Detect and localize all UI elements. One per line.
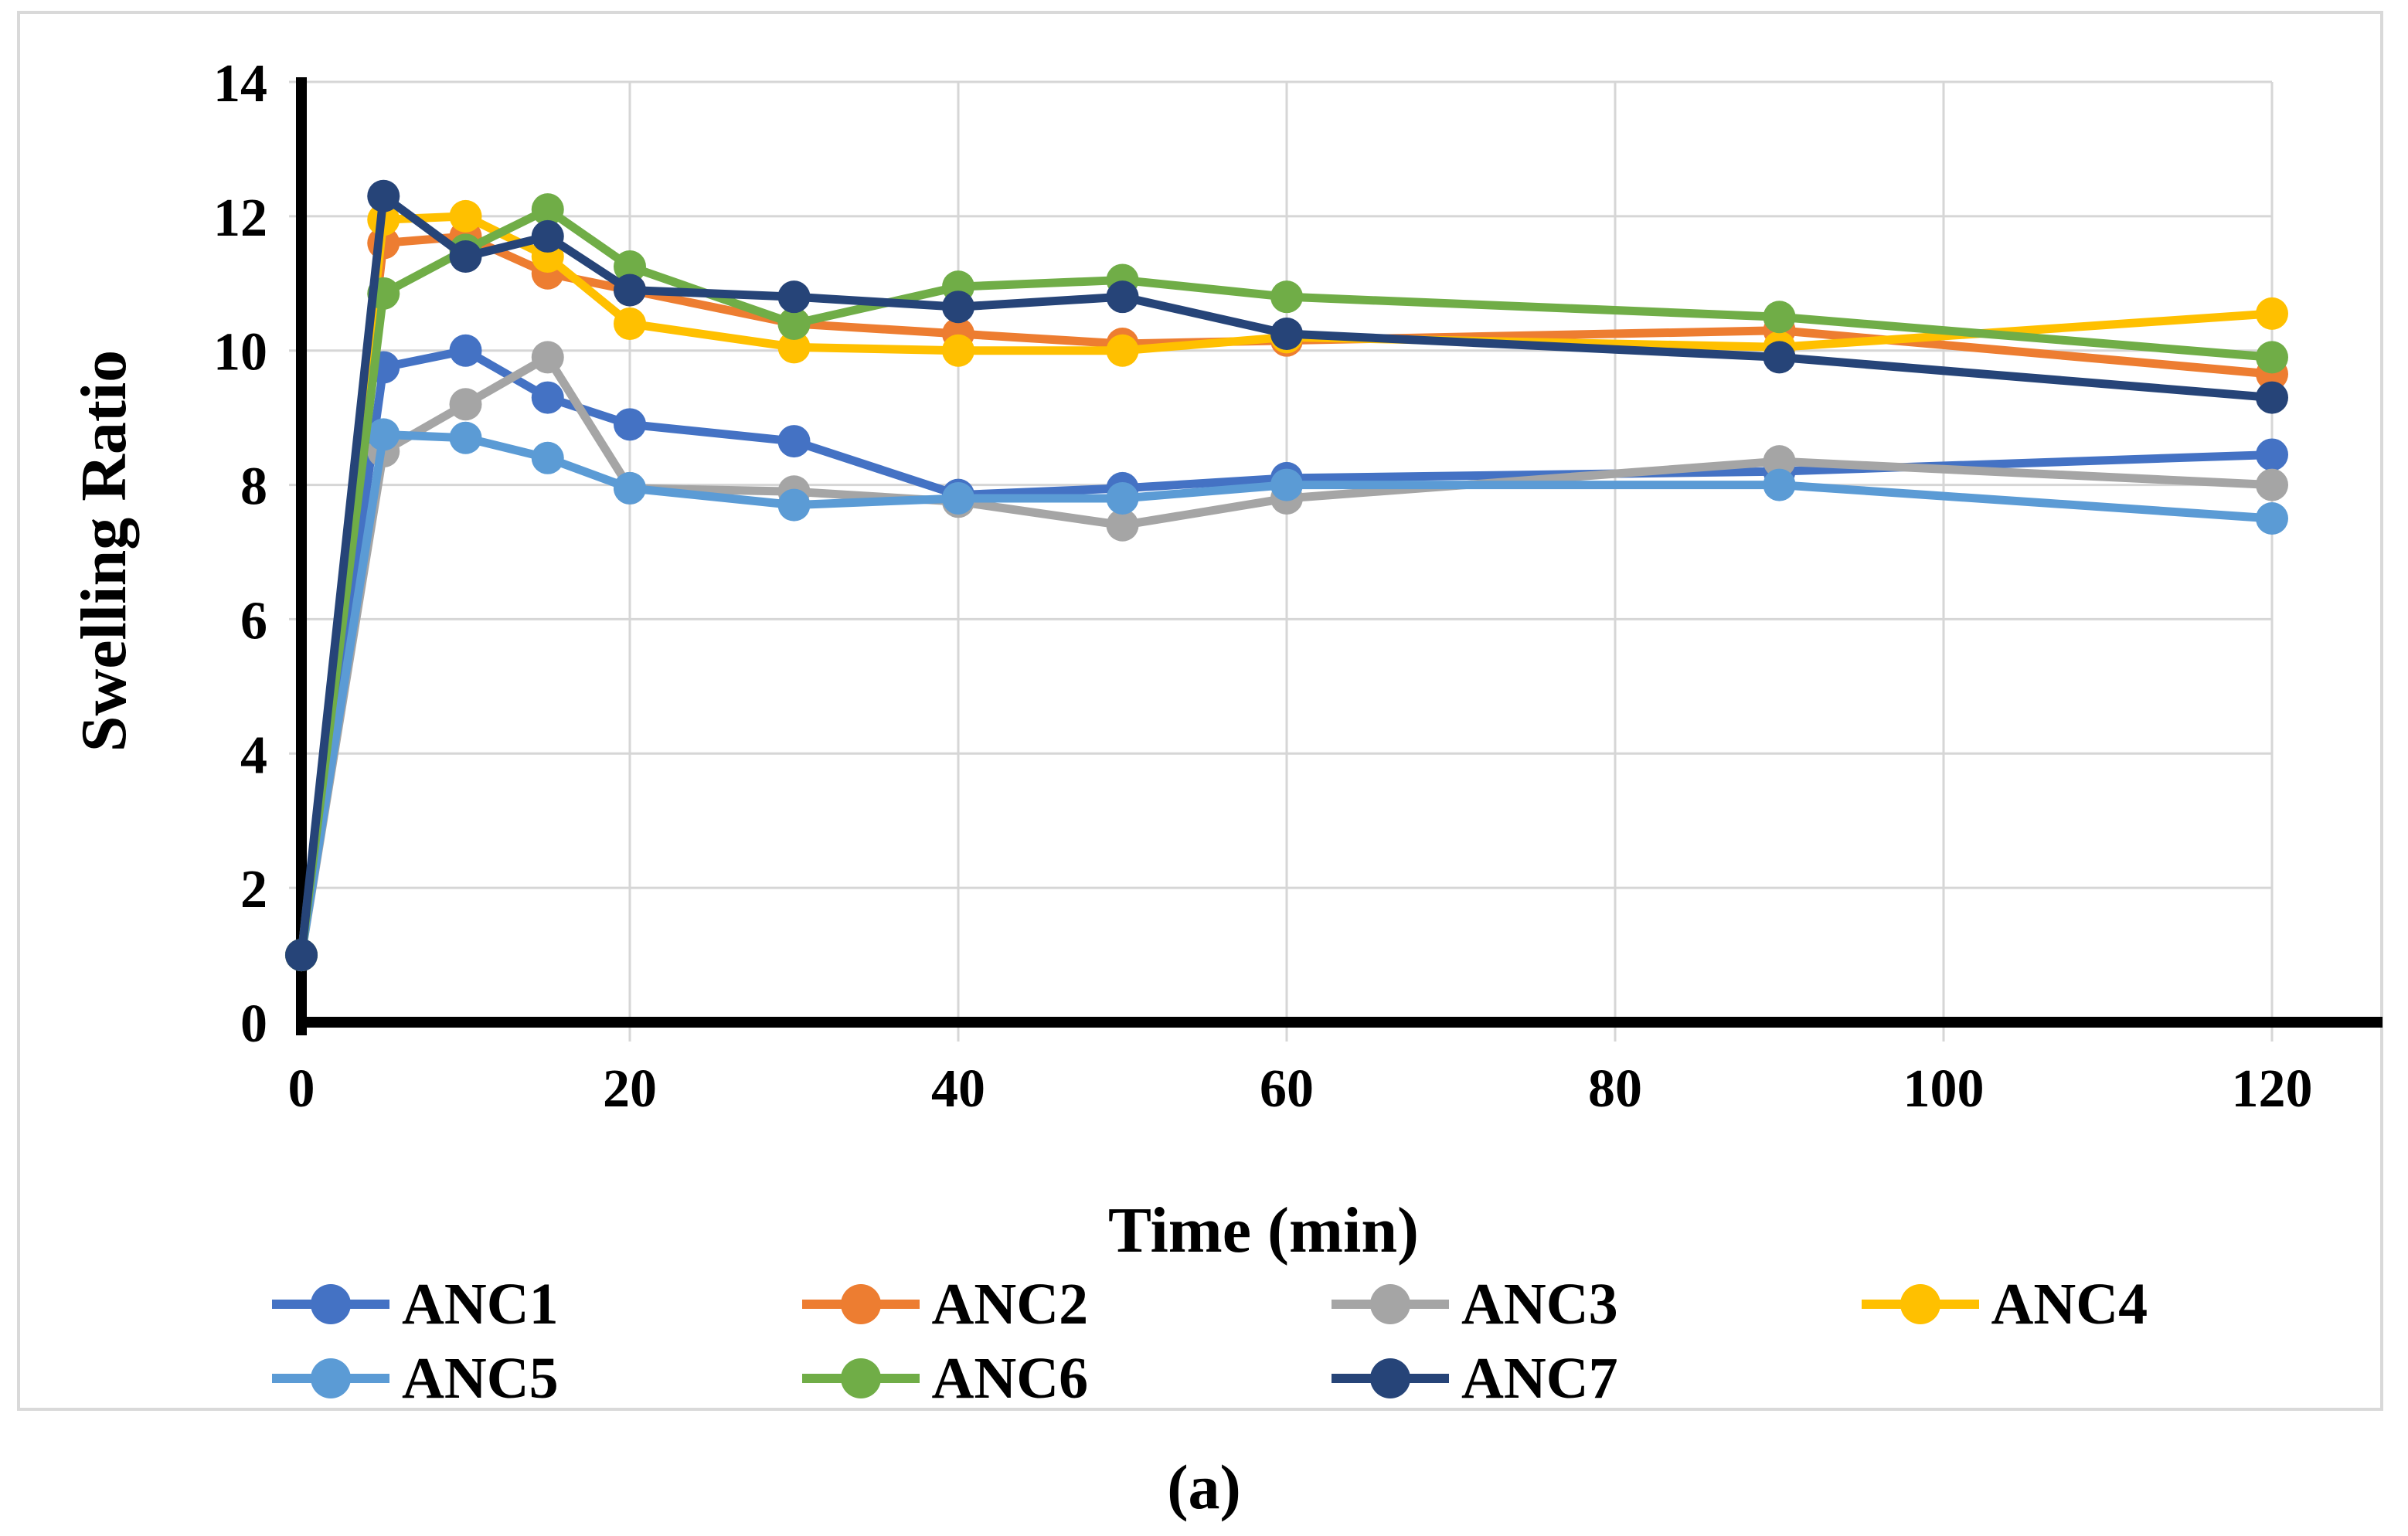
y-tick-label: 8 (240, 457, 267, 517)
marker-anc6 (2256, 341, 2288, 374)
legend-marker-anc2 (801, 1284, 920, 1324)
marker-anc1 (449, 334, 482, 367)
legend-item-anc3: ANC3 (1332, 1269, 1862, 1340)
y-axis-title: Swelling Ratio (68, 350, 140, 752)
legend-marker-anc1 (272, 1284, 389, 1324)
legend-item-anc4: ANC4 (1861, 1269, 2392, 1340)
marker-anc6 (531, 193, 564, 226)
marker-anc7 (614, 274, 646, 307)
figure-caption: (a) (1167, 1452, 1241, 1522)
marker-anc7 (942, 291, 974, 324)
x-tick-label: 120 (2232, 1059, 2313, 1119)
marker-anc4 (777, 331, 811, 364)
marker-anc3 (2256, 468, 2288, 501)
marker-anc4 (614, 307, 646, 340)
legend-dot (311, 1358, 351, 1398)
marker-anc6 (1270, 280, 1303, 314)
marker-anc5 (1106, 481, 1139, 515)
y-tick-label: 4 (240, 726, 267, 785)
marker-anc4 (2256, 297, 2288, 330)
series-anc7 (285, 179, 2288, 972)
marker-anc5 (1763, 468, 1796, 501)
marker-anc1 (777, 425, 811, 458)
marker-anc4 (449, 199, 482, 233)
y-tick-label: 14 (213, 54, 267, 114)
marker-anc5 (614, 471, 646, 505)
legend-label-anc6: ANC6 (931, 1346, 1089, 1411)
marker-anc3 (1763, 445, 1796, 478)
x-tick-label: 60 (1260, 1059, 1314, 1119)
legend: ANC1 ANC2 ANC3 ANC4 ANC5 ANC6 ANC7 (272, 1269, 2391, 1414)
legend-label-anc2: ANC2 (931, 1272, 1089, 1337)
legend-label-anc1: ANC1 (402, 1272, 559, 1337)
marker-anc7 (285, 939, 318, 972)
legend-label-anc4: ANC4 (1991, 1272, 2148, 1337)
marker-anc6 (1763, 301, 1796, 334)
marker-anc6 (614, 250, 646, 284)
marker-anc5 (531, 441, 564, 474)
marker-anc7 (1763, 341, 1796, 374)
marker-anc5 (942, 481, 974, 515)
marker-anc7 (1106, 280, 1139, 314)
marker-anc7 (777, 280, 811, 314)
legend-marker-anc4 (1861, 1284, 1979, 1324)
legend-item-anc5: ANC5 (272, 1343, 802, 1414)
marker-anc1 (2256, 438, 2288, 471)
y-tick-label: 6 (240, 591, 267, 651)
series (285, 179, 2288, 972)
y-tick-label: 2 (240, 860, 267, 919)
marker-anc7 (1270, 317, 1303, 350)
legend-item-anc2: ANC2 (801, 1269, 1332, 1340)
tick-labels: 0 2 4 6 8 10 12 14 0 20 40 60 80 100 120 (213, 54, 2313, 1119)
marker-anc5 (367, 418, 400, 451)
legend-item-anc7: ANC7 (1332, 1343, 1862, 1414)
legend-dot (311, 1284, 351, 1324)
axes (296, 77, 2382, 1035)
legend-marker-anc6 (801, 1358, 920, 1398)
y-axis-line (296, 77, 307, 1035)
marker-anc5 (449, 421, 482, 454)
x-tick-label: 0 (288, 1059, 315, 1119)
legend-dot (840, 1284, 881, 1324)
legend-dot (1900, 1284, 1940, 1324)
marker-anc4 (1106, 334, 1139, 367)
legend-dot (840, 1358, 881, 1398)
x-tick-label: 40 (931, 1059, 985, 1119)
y-tick-label: 12 (213, 189, 267, 248)
marker-anc6 (777, 307, 811, 340)
legend-marker-anc7 (1332, 1358, 1449, 1398)
legend-label-anc5: ANC5 (402, 1346, 559, 1411)
x-axis-title: Time (min) (1108, 1194, 1419, 1266)
marker-anc7 (2256, 381, 2288, 414)
legend-item-anc6: ANC6 (801, 1343, 1332, 1414)
legend-dot (1370, 1358, 1410, 1398)
x-tick-label: 100 (1903, 1059, 1985, 1119)
marker-anc4 (942, 334, 974, 367)
y-tick-label: 0 (240, 994, 267, 1054)
legend-label-anc3: ANC3 (1461, 1272, 1618, 1337)
legend-item-anc1: ANC1 (272, 1269, 802, 1340)
y-tick-label: 10 (213, 323, 267, 382)
legend-label-anc7: ANC7 (1461, 1346, 1618, 1411)
marker-anc7 (531, 219, 564, 253)
marker-anc3 (1106, 508, 1139, 542)
legend-marker-anc5 (272, 1358, 389, 1398)
legend-marker-anc3 (1332, 1284, 1449, 1324)
legend-dot (1370, 1284, 1410, 1324)
marker-anc5 (1270, 468, 1303, 501)
x-tick-label: 20 (603, 1059, 657, 1119)
marker-anc1 (614, 408, 646, 441)
marker-anc5 (777, 488, 811, 522)
marker-anc1 (531, 381, 564, 414)
marker-anc7 (367, 179, 400, 212)
marker-anc7 (449, 240, 482, 274)
x-axis-line (296, 1017, 2382, 1028)
marker-anc3 (531, 341, 564, 374)
x-tick-label: 80 (1588, 1059, 1642, 1119)
marker-anc5 (2256, 502, 2288, 535)
marker-anc3 (449, 388, 482, 421)
gridlines (289, 80, 2274, 1042)
